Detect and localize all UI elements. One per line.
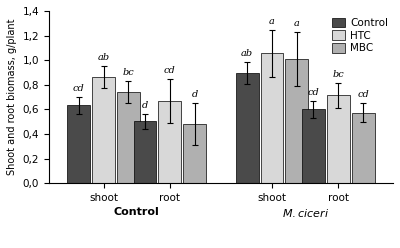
Bar	[261, 53, 284, 183]
Bar	[352, 113, 375, 183]
Text: $\it{M.ciceri}$: $\it{M.ciceri}$	[282, 207, 329, 219]
Y-axis label: Shoot and root biomass, g/plant: Shoot and root biomass, g/plant	[7, 19, 17, 175]
Text: bc: bc	[122, 68, 134, 77]
Text: a: a	[294, 19, 300, 28]
Text: Control: Control	[114, 207, 160, 217]
Bar	[92, 77, 115, 183]
Text: cd: cd	[164, 66, 176, 75]
Text: a: a	[269, 17, 275, 26]
Bar	[183, 124, 206, 183]
Text: cd: cd	[308, 88, 319, 97]
Text: ab: ab	[241, 49, 253, 58]
Text: cd: cd	[357, 90, 369, 99]
Bar	[134, 121, 156, 183]
Bar	[327, 95, 350, 183]
Text: d: d	[192, 90, 198, 99]
Text: cd: cd	[73, 84, 84, 93]
Legend: Control, HTC, MBC: Control, HTC, MBC	[329, 14, 391, 57]
Bar	[67, 105, 90, 183]
Bar	[302, 109, 325, 183]
Text: bc: bc	[332, 70, 344, 79]
Text: ab: ab	[98, 53, 110, 62]
Text: d: d	[142, 101, 148, 110]
Bar	[286, 59, 308, 183]
Bar	[158, 101, 181, 183]
Bar	[117, 92, 140, 183]
Bar	[236, 73, 259, 183]
